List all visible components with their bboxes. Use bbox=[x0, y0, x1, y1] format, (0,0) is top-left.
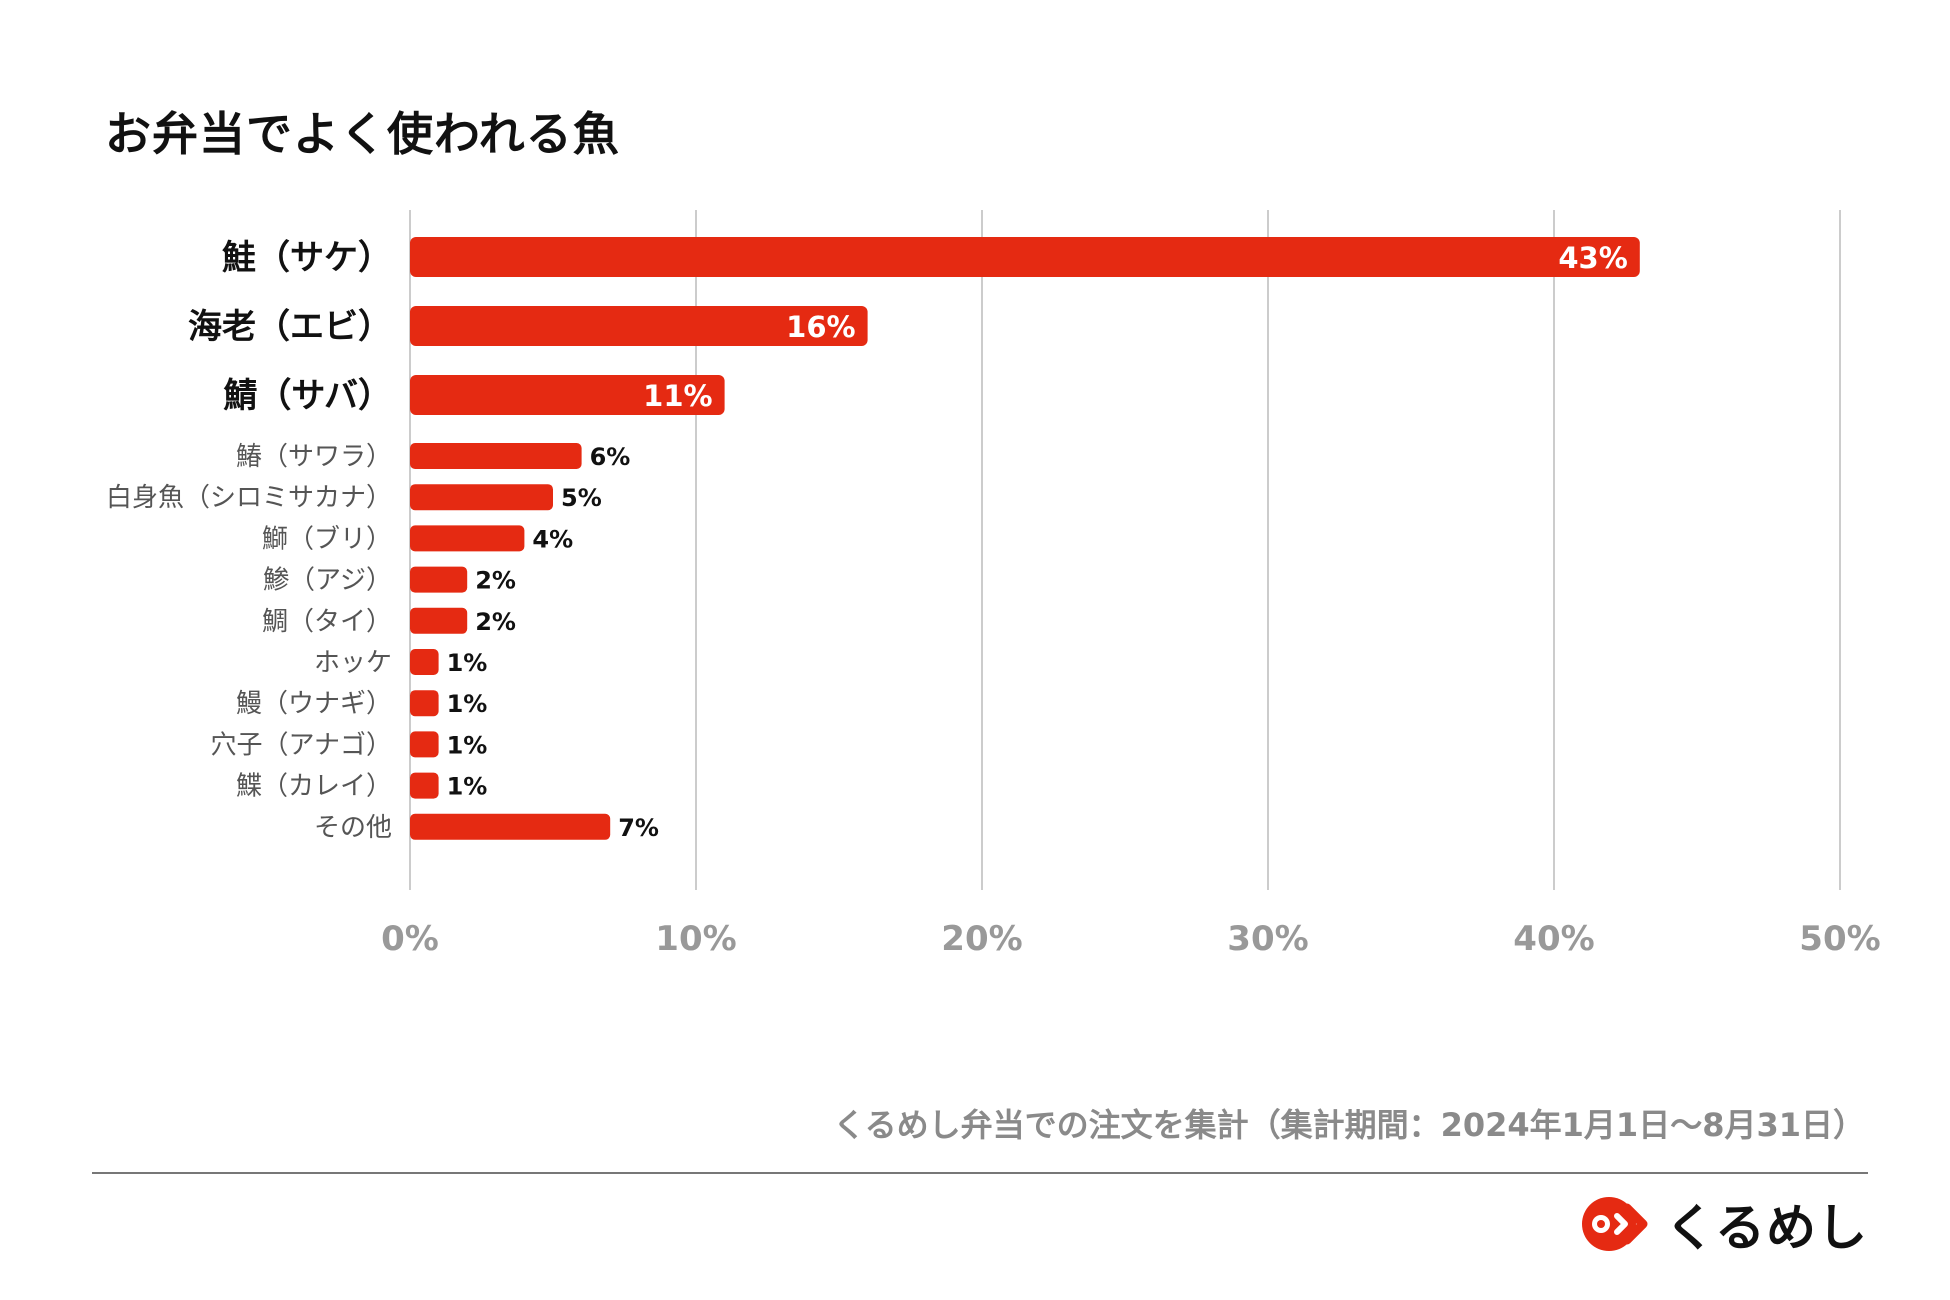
category-label: 鰈（カレイ） bbox=[236, 772, 392, 802]
bar-value-label: 7% bbox=[618, 814, 659, 842]
kurumeshi-logo-icon bbox=[1582, 1197, 1648, 1251]
category-label: 鰻（ウナギ） bbox=[236, 689, 392, 719]
brand-logo[interactable]: くるめし bbox=[1579, 1193, 1868, 1257]
category-label: 白身魚（シロミサカナ） bbox=[106, 483, 392, 513]
category-label: 鰤（ブリ） bbox=[262, 524, 392, 554]
bar-value-label: 5% bbox=[561, 484, 602, 512]
category-label: 鯵（アジ） bbox=[263, 566, 392, 596]
chart-title: お弁当でよく使われる魚 bbox=[105, 107, 620, 161]
category-label: 鰆（サワラ） bbox=[236, 442, 392, 472]
category-label: 穴子（アナゴ） bbox=[211, 730, 392, 760]
bar bbox=[410, 566, 468, 593]
bar bbox=[410, 731, 439, 758]
bar bbox=[410, 375, 725, 415]
footer-divider bbox=[92, 1172, 1868, 1174]
bar-value-label: 1% bbox=[447, 773, 488, 801]
x-tick-label: 0% bbox=[381, 919, 439, 959]
x-tick-label: 30% bbox=[1227, 919, 1308, 959]
x-tick-label: 40% bbox=[1513, 919, 1594, 959]
bar bbox=[410, 607, 468, 634]
bar bbox=[410, 443, 582, 469]
bar-value-label: 43% bbox=[1558, 241, 1627, 275]
bar-value-label: 1% bbox=[447, 731, 488, 759]
bar bbox=[410, 484, 553, 511]
logo-text: くるめし bbox=[1665, 1199, 1868, 1257]
bar-value-label: 1% bbox=[447, 649, 488, 677]
bar-value-label: 11% bbox=[643, 379, 712, 413]
category-label: 鯖（サバ） bbox=[223, 376, 392, 416]
bar bbox=[410, 649, 439, 675]
bar bbox=[410, 306, 868, 346]
category-label: 鮭（サケ） bbox=[222, 238, 392, 278]
x-tick-label: 50% bbox=[1799, 919, 1880, 959]
bar bbox=[410, 772, 439, 799]
category-label: 鯛（タイ） bbox=[262, 607, 392, 637]
x-axis-tick-labels: 0% 10% 20% 30% 40% 50% bbox=[381, 919, 1881, 959]
category-labels: 鮭（サケ） 海老（エビ） 鯖（サバ） 鰆（サワラ） 白身魚（シロミサカナ） 鰤（ブリ） 鯵（… bbox=[106, 238, 392, 843]
bar-value-label: 16% bbox=[786, 310, 855, 344]
bar-value-label: 6% bbox=[590, 443, 631, 471]
bar-value-label: 1% bbox=[447, 690, 488, 718]
bar-value-label: 4% bbox=[532, 525, 573, 553]
category-label: 海老（エビ） bbox=[188, 307, 392, 347]
x-tick-label: 10% bbox=[655, 919, 736, 959]
bar bbox=[410, 525, 525, 552]
category-label: その他 bbox=[314, 813, 392, 843]
bars: 43% 16% 11% 6% 5% 4% 2% 2% 1% 1% 1% 1% 7% bbox=[410, 237, 1640, 842]
category-label: ホッケ bbox=[314, 648, 392, 678]
bar-value-label: 2% bbox=[475, 567, 516, 595]
bar bbox=[410, 813, 611, 840]
bar-value-label: 2% bbox=[475, 608, 516, 636]
x-tick-label: 20% bbox=[941, 919, 1022, 959]
bar bbox=[410, 690, 439, 717]
bar bbox=[410, 237, 1640, 277]
footnote: くるめし弁当での注文を集計（集計期間：2024年1月1日〜8月31日） bbox=[833, 1106, 1865, 1144]
